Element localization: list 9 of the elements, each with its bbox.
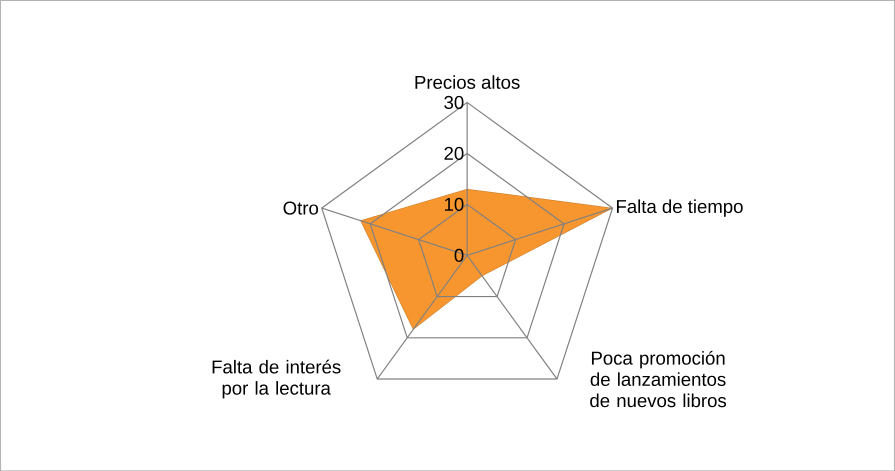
y-tick-label: 10 [444, 198, 464, 211]
spoke-label: Falta de tiempo [616, 199, 743, 217]
spoke-label: Otro [284, 201, 318, 214]
spoke-label: Falta de interés por la lectura [212, 359, 341, 398]
spoke-label: Poca promoción de lanzamientos de nuevos libros [590, 350, 726, 408]
spoke-label: Precios altos [415, 75, 520, 89]
y-tick-label: 20 [444, 146, 464, 160]
y-tick-label: 30 [444, 96, 464, 109]
y-tick-label: 0 [454, 248, 464, 262]
